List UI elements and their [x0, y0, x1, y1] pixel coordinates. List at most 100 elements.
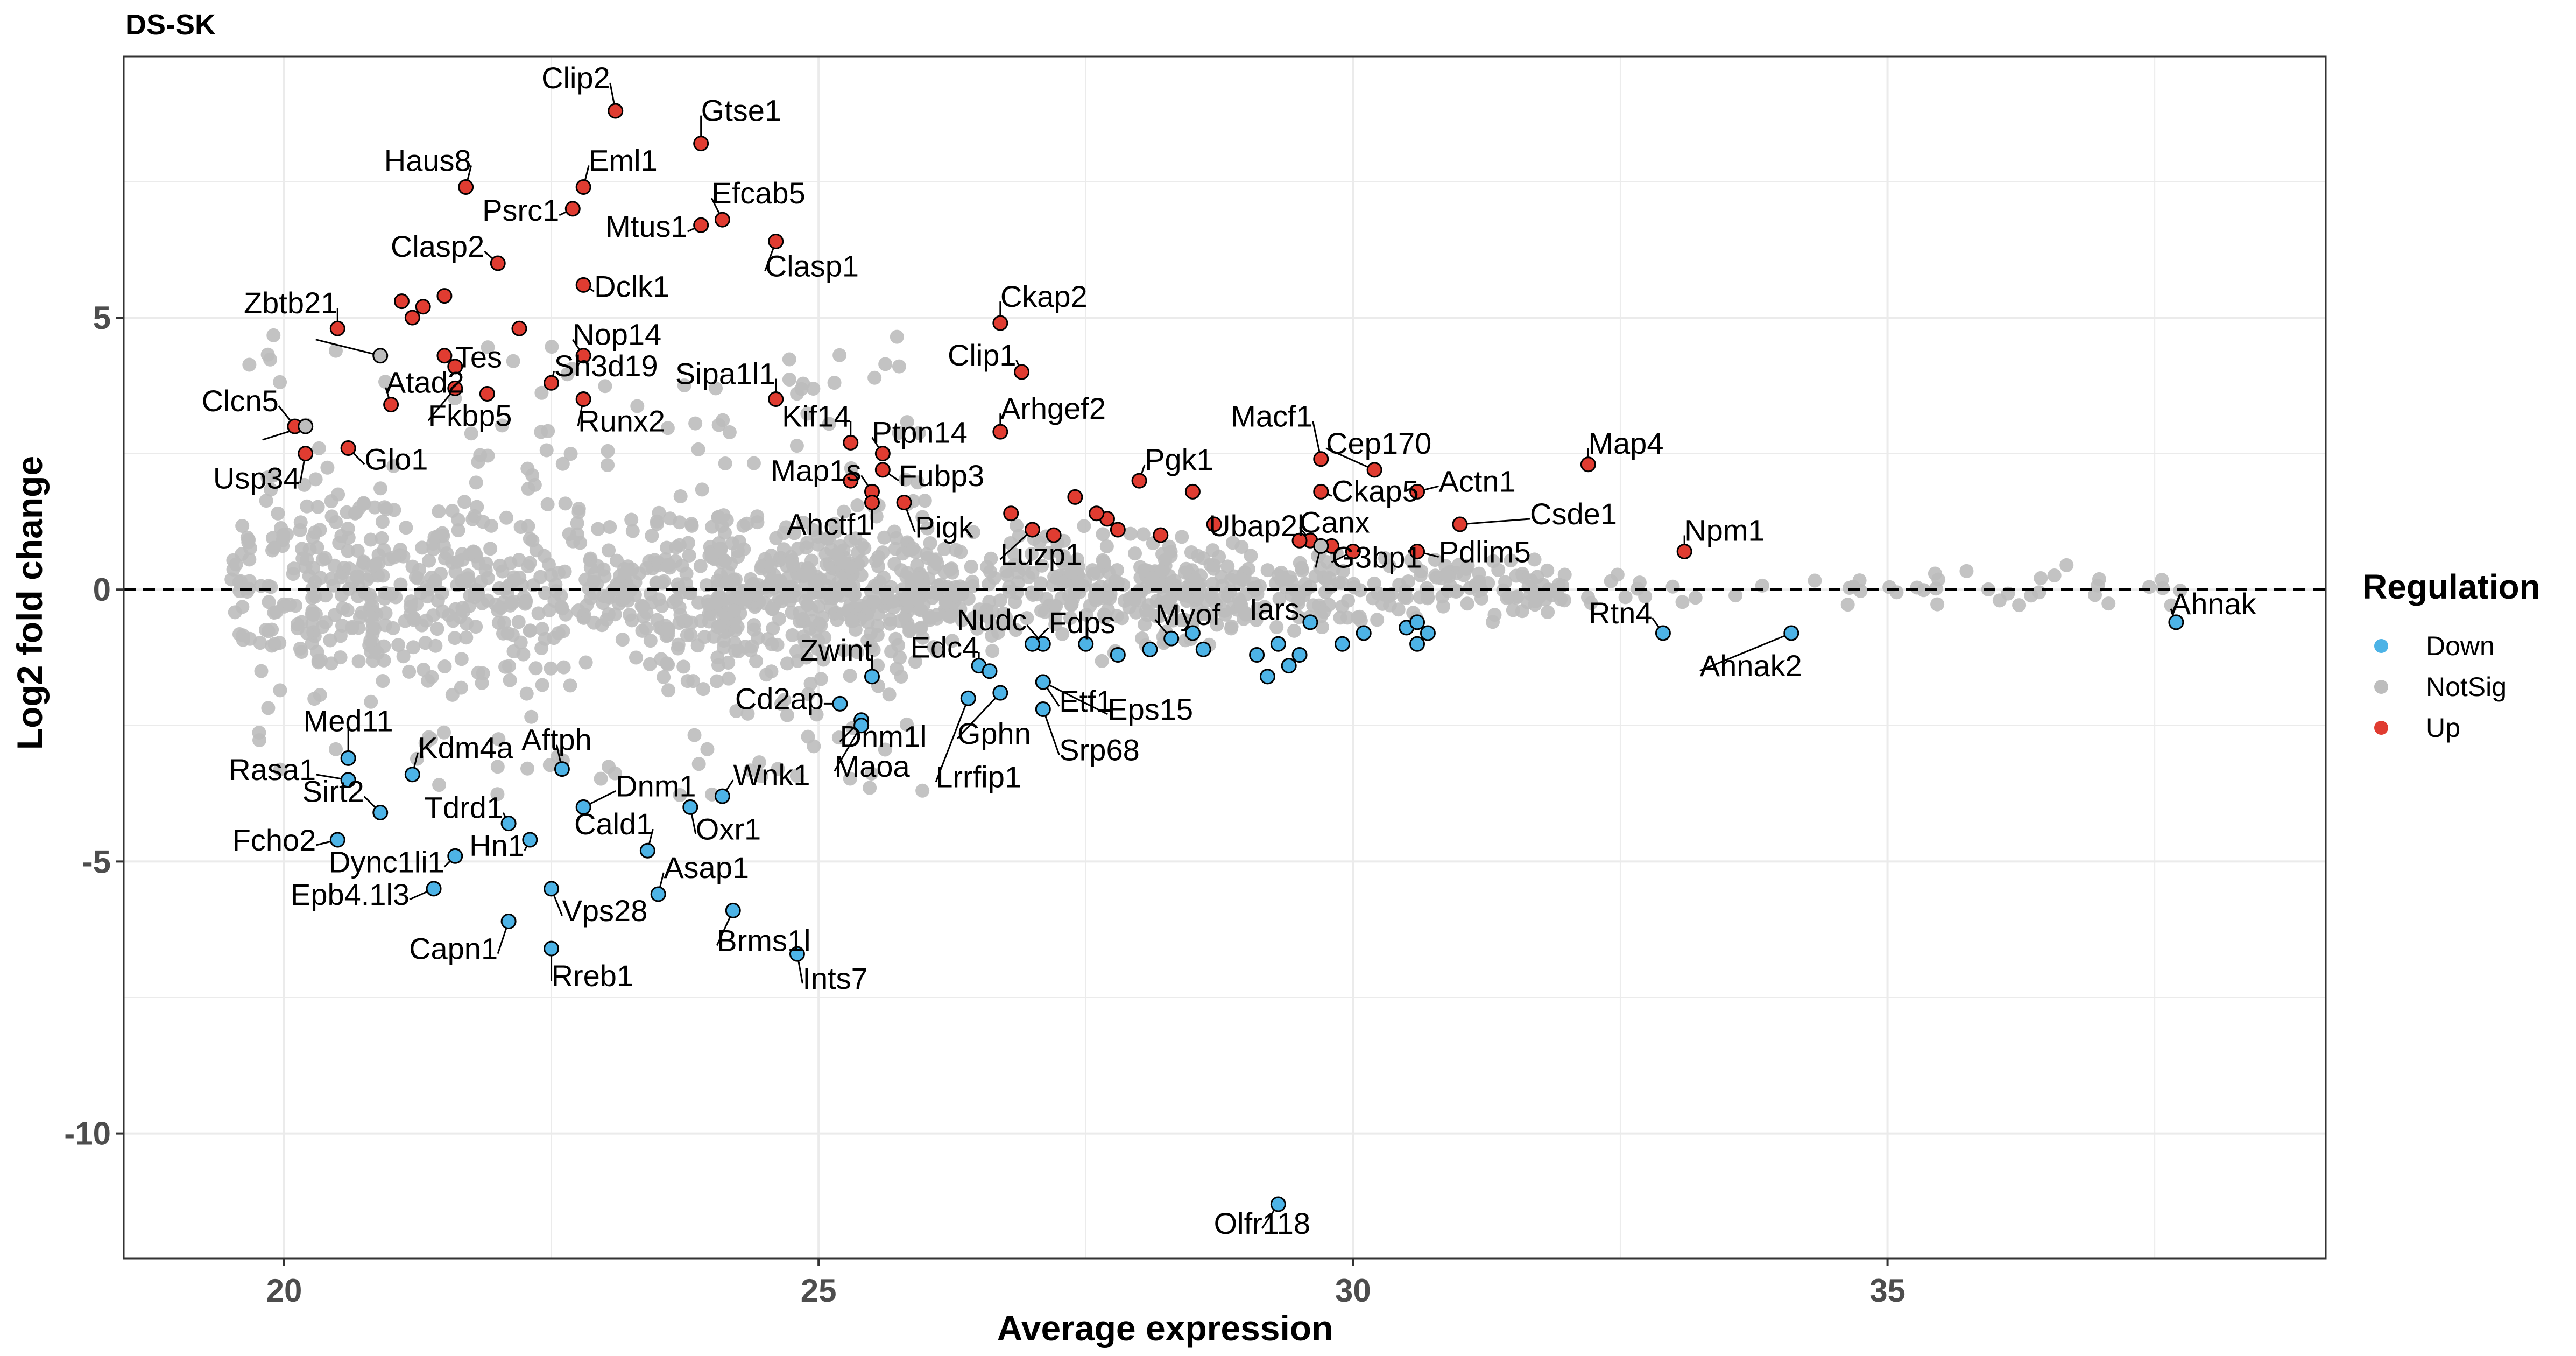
- gene-label: Eps15: [1107, 692, 1193, 726]
- notsig-point: [1260, 563, 1275, 578]
- notsig-point: [587, 586, 601, 600]
- notsig-point: [445, 503, 460, 518]
- notsig-point: [539, 443, 554, 458]
- notsig-point: [1322, 598, 1336, 612]
- notsig-point: [378, 606, 393, 620]
- notsig-point: [556, 660, 571, 675]
- notsig-point: [1135, 631, 1149, 645]
- notsig-point: [563, 447, 578, 461]
- notsig-point: [1123, 526, 1138, 541]
- notsig-point: [943, 562, 957, 577]
- gene-label: Ptpn14: [872, 416, 968, 449]
- notsig-point: [810, 642, 824, 656]
- down-point: [2168, 614, 2184, 630]
- notsig-point: [242, 552, 257, 567]
- notsig-point: [1244, 549, 1258, 563]
- notsig-point: [368, 557, 383, 572]
- gene-label: Eml1: [589, 143, 658, 177]
- legend-label: Up: [2426, 713, 2460, 743]
- notsig-point: [900, 415, 914, 430]
- notsig-point: [469, 620, 483, 634]
- notsig-point: [2034, 571, 2048, 586]
- notsig-point: [898, 472, 913, 487]
- notsig-point: [777, 693, 792, 707]
- notsig-point: [1016, 561, 1031, 576]
- label-leader: [1042, 708, 1060, 755]
- notsig-point: [408, 570, 423, 585]
- gene-label: Sirt2: [302, 774, 364, 808]
- notsig-point: [375, 531, 389, 545]
- notsig-point: [719, 575, 734, 590]
- legend-title: Regulation: [2362, 567, 2540, 606]
- down-point: [853, 718, 870, 734]
- notsig-point: [286, 561, 301, 576]
- notsig-point: [791, 654, 805, 668]
- notsig-point: [333, 629, 348, 643]
- notsig-point: [1370, 613, 1385, 627]
- notsig-point: [497, 615, 511, 630]
- notsig-point: [264, 580, 278, 594]
- x-axis-ticks: 20 25 30 35: [266, 1259, 1905, 1309]
- down-point: [500, 816, 517, 832]
- gene-label: Fcho2: [232, 823, 316, 857]
- notsig-point: [650, 517, 665, 531]
- notsig-point: [2024, 588, 2038, 603]
- notsig-point: [1527, 552, 1542, 567]
- notsig-point: [1063, 611, 1078, 626]
- notsig-point: [1048, 617, 1063, 631]
- notsig-point: [877, 570, 891, 585]
- notsig-point: [1728, 588, 1743, 603]
- notsig-point: [911, 475, 925, 490]
- notsig-point: [432, 504, 446, 519]
- notsig-point: [650, 613, 665, 627]
- notsig-point: [1675, 595, 1690, 609]
- x-tick-label: 20: [266, 1273, 302, 1309]
- notsig-point: [743, 763, 758, 778]
- notsig-point: [310, 644, 324, 659]
- gene-label: Srp68: [1059, 733, 1139, 767]
- notsig-point: [724, 557, 738, 571]
- notsig-point: [368, 500, 382, 515]
- notsig-point: [1029, 587, 1044, 602]
- down-point: [982, 663, 998, 679]
- notsig-point: [673, 489, 688, 503]
- notsig-point: [351, 654, 366, 669]
- notsig-point: [700, 742, 715, 756]
- x-tick-label: 30: [1335, 1273, 1371, 1309]
- notsig-point: [797, 634, 812, 648]
- notsig-point: [1220, 589, 1235, 603]
- notsig-point: [428, 638, 443, 653]
- notsig-point: [391, 638, 406, 652]
- notsig-point: [519, 686, 534, 701]
- down-point: [1783, 625, 1799, 641]
- notsig-point: [435, 526, 450, 540]
- down-point: [1163, 630, 1180, 647]
- notsig-point: [273, 762, 287, 777]
- down-point: [789, 946, 805, 962]
- notsig-point: [1128, 546, 1142, 561]
- notsig-point: [832, 348, 847, 362]
- notsig-point: [1227, 569, 1241, 584]
- notsig-point: [1459, 562, 1473, 577]
- notsig-point: [266, 328, 281, 342]
- notsig-point: [1341, 593, 1356, 608]
- outlined-point: [298, 418, 314, 434]
- gene-label: Ckap5: [1332, 474, 1419, 508]
- notsig-point: [1541, 605, 1555, 620]
- notsig-point: [511, 615, 526, 629]
- notsig-point: [1174, 613, 1189, 627]
- notsig-point: [535, 678, 549, 692]
- notsig-point: [587, 567, 602, 581]
- up-point: [575, 391, 591, 407]
- gene-label: Clasp1: [765, 249, 859, 283]
- down-point: [575, 799, 591, 815]
- notsig-point: [786, 558, 800, 573]
- notsig-point: [863, 781, 877, 795]
- notsig-point: [495, 418, 510, 433]
- notsig-point: [311, 655, 326, 670]
- gene-label: Lrrfip1: [936, 760, 1021, 793]
- notsig-point: [500, 626, 515, 641]
- notsig-point: [503, 673, 517, 687]
- notsig-point: [1350, 610, 1365, 624]
- notsig-point: [473, 448, 488, 462]
